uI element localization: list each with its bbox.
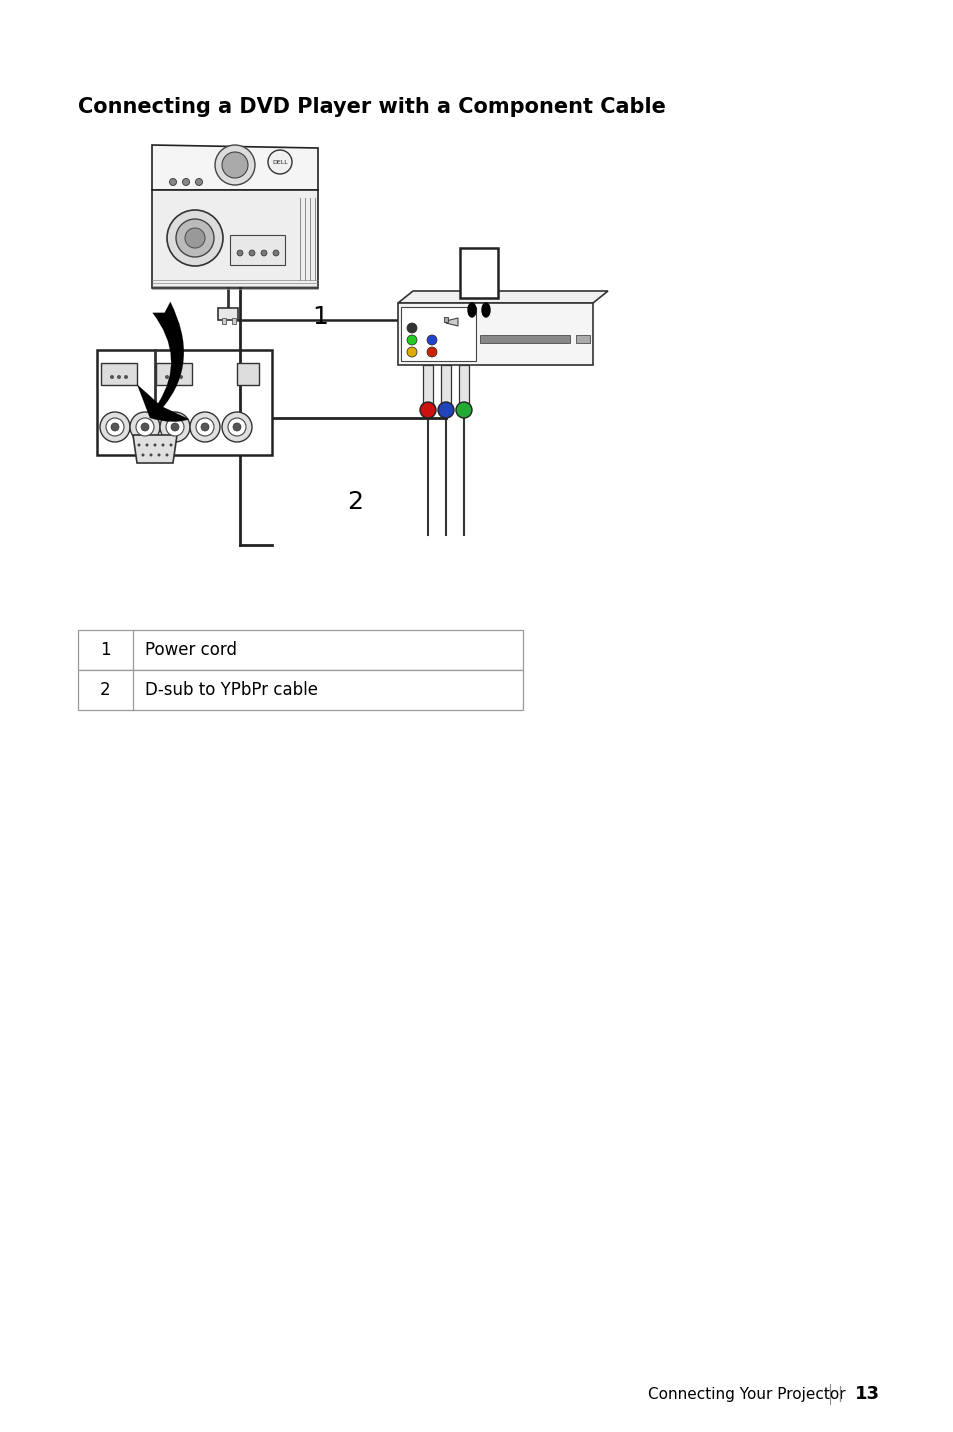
Circle shape <box>124 375 128 379</box>
Circle shape <box>171 422 179 431</box>
Circle shape <box>228 418 246 435</box>
Ellipse shape <box>481 304 490 316</box>
Bar <box>443 316 448 322</box>
Circle shape <box>153 444 156 447</box>
Circle shape <box>136 418 153 435</box>
Circle shape <box>161 444 164 447</box>
Circle shape <box>222 152 248 178</box>
Circle shape <box>160 412 190 442</box>
Text: D-sub to YPbPr cable: D-sub to YPbPr cable <box>145 682 317 699</box>
Polygon shape <box>446 318 457 326</box>
Polygon shape <box>132 435 177 463</box>
Text: 13: 13 <box>854 1385 879 1403</box>
Circle shape <box>419 402 436 418</box>
Bar <box>156 362 192 385</box>
Bar <box>422 365 433 410</box>
Bar <box>97 349 272 455</box>
Bar <box>459 248 497 298</box>
Bar <box>400 306 476 361</box>
Circle shape <box>111 422 119 431</box>
Circle shape <box>236 251 243 256</box>
Ellipse shape <box>468 304 476 316</box>
Bar <box>479 335 569 344</box>
Circle shape <box>185 228 205 248</box>
Bar <box>230 235 285 265</box>
Circle shape <box>146 444 149 447</box>
Circle shape <box>166 418 184 435</box>
Bar <box>458 365 469 410</box>
Circle shape <box>214 145 254 185</box>
Polygon shape <box>152 190 317 288</box>
Circle shape <box>179 375 183 379</box>
Bar <box>576 335 589 344</box>
Circle shape <box>190 412 220 442</box>
Circle shape <box>137 444 140 447</box>
Bar <box>397 304 593 365</box>
Circle shape <box>261 251 267 256</box>
Text: |: | <box>837 1386 841 1402</box>
Circle shape <box>249 251 254 256</box>
Text: Connecting Your Projector: Connecting Your Projector <box>647 1386 844 1402</box>
Circle shape <box>175 219 213 256</box>
Text: Power cord: Power cord <box>145 642 236 659</box>
Circle shape <box>407 324 416 334</box>
Circle shape <box>222 412 252 442</box>
Bar <box>222 318 226 324</box>
Text: DELL: DELL <box>272 159 288 165</box>
Circle shape <box>195 418 213 435</box>
Text: 2: 2 <box>347 490 363 514</box>
Polygon shape <box>397 291 607 304</box>
Circle shape <box>141 454 144 457</box>
Circle shape <box>172 375 175 379</box>
Circle shape <box>233 422 241 431</box>
Bar <box>101 362 137 385</box>
Circle shape <box>106 418 124 435</box>
Circle shape <box>117 375 121 379</box>
Bar <box>236 362 258 385</box>
Circle shape <box>195 179 202 186</box>
Bar <box>440 365 451 410</box>
Circle shape <box>170 179 176 186</box>
Circle shape <box>170 444 172 447</box>
Circle shape <box>437 402 454 418</box>
Circle shape <box>456 402 472 418</box>
Circle shape <box>157 454 160 457</box>
Text: 1: 1 <box>100 642 111 659</box>
Bar <box>78 670 522 710</box>
Circle shape <box>268 150 292 175</box>
Circle shape <box>407 335 416 345</box>
Circle shape <box>273 251 278 256</box>
Bar <box>78 630 522 670</box>
Circle shape <box>150 454 152 457</box>
Circle shape <box>427 347 436 357</box>
Circle shape <box>201 422 209 431</box>
Circle shape <box>167 211 223 266</box>
Circle shape <box>407 347 416 357</box>
Circle shape <box>165 454 169 457</box>
Bar <box>218 308 237 319</box>
Circle shape <box>165 375 169 379</box>
Text: Connecting a DVD Player with a Component Cable: Connecting a DVD Player with a Component… <box>78 97 665 117</box>
Circle shape <box>182 179 190 186</box>
Circle shape <box>141 422 149 431</box>
Circle shape <box>130 412 160 442</box>
Bar <box>232 318 235 324</box>
Circle shape <box>427 335 436 345</box>
Text: 2: 2 <box>100 682 111 699</box>
Text: 1: 1 <box>312 305 328 329</box>
Circle shape <box>110 375 113 379</box>
Polygon shape <box>152 145 317 190</box>
Circle shape <box>100 412 130 442</box>
